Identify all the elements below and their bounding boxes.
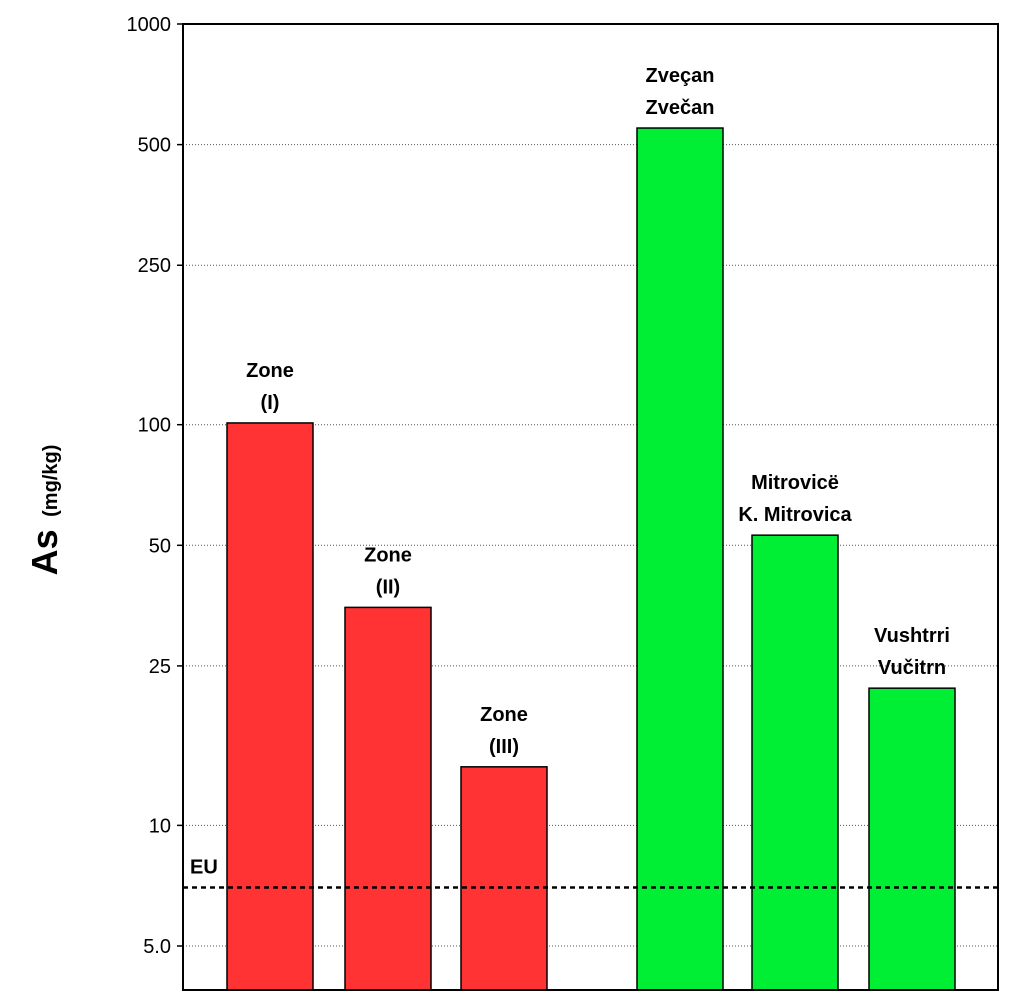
y-tick-label: 50 bbox=[149, 535, 171, 557]
bar-label: (III) bbox=[489, 736, 519, 758]
bar bbox=[344, 606, 432, 991]
bar bbox=[460, 766, 548, 991]
plot-frame bbox=[182, 23, 999, 991]
bar-label: (II) bbox=[376, 576, 400, 598]
y-tick-label: 250 bbox=[138, 255, 171, 277]
gridlines bbox=[183, 144, 998, 947]
y-tick-label: 500 bbox=[138, 135, 171, 157]
eu-reference: EU bbox=[183, 856, 998, 889]
bar bbox=[226, 422, 314, 991]
bar-label: K. Mitrovica bbox=[738, 504, 852, 526]
bar-label: Zveçan bbox=[646, 65, 715, 87]
eu-reference-label: EU bbox=[190, 856, 218, 878]
bar bbox=[868, 687, 956, 991]
bar-label: Vushtrri bbox=[874, 625, 950, 647]
bar-label: Mitrovicë bbox=[751, 472, 839, 494]
y-axis-label: As (mg/kg) bbox=[24, 445, 65, 576]
bar bbox=[636, 127, 724, 991]
bar-label: Zone bbox=[364, 544, 412, 566]
bar-label: (I) bbox=[261, 392, 280, 414]
bar-label: Zvečan bbox=[646, 97, 715, 119]
bar-label: Zone bbox=[246, 360, 294, 382]
y-tick-label: 100 bbox=[138, 415, 171, 437]
bars bbox=[226, 127, 956, 991]
bar-label: Zone bbox=[480, 704, 528, 726]
y-tick-label: 5.0 bbox=[143, 936, 171, 958]
y-axis-label-unit: (mg/kg) bbox=[40, 445, 62, 517]
bar-label: Vučitrn bbox=[878, 657, 946, 679]
y-axis-ticks: 5.0 10 25 50 100 250 500 1000 bbox=[127, 14, 183, 958]
bar bbox=[751, 534, 839, 991]
bar-labels: Zone (I) Zone (II) Zone (III) Zveçan Zvečan Mitr… bbox=[246, 65, 950, 758]
y-tick-label: 1000 bbox=[127, 14, 172, 36]
y-tick-label: 10 bbox=[149, 815, 171, 837]
y-axis-label-main: As bbox=[24, 529, 65, 575]
y-tick-label: 25 bbox=[149, 656, 171, 678]
